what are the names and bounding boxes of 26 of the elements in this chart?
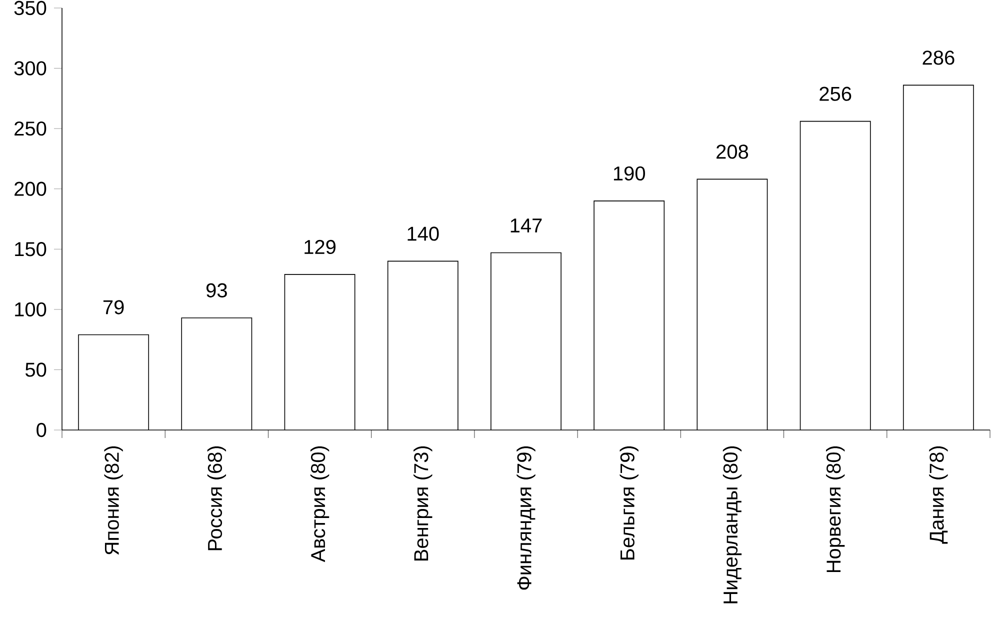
y-tick-label: 0 <box>36 422 46 438</box>
data-label: 93 <box>206 283 227 298</box>
data-label: 256 <box>820 86 852 101</box>
data-label: 286 <box>922 50 954 65</box>
x-tick-label: Норвегия (80) <box>826 446 845 572</box>
x-tick-label: Япония (82) <box>104 446 123 555</box>
y-tick-label: 100 <box>15 302 46 316</box>
x-tick-label: Венгрия (73) <box>414 446 432 560</box>
data-label: 190 <box>614 166 646 181</box>
x-tick-label: Нидерланды (80) <box>722 446 742 604</box>
data-label: 140 <box>408 226 439 241</box>
y-tick-label: 150 <box>15 242 46 256</box>
x-tick-label: Финляндия (79) <box>516 446 536 590</box>
y-tick-label: 50 <box>26 362 46 377</box>
data-label: 129 <box>304 240 336 254</box>
x-tick-label: Австрия (80) <box>310 446 330 562</box>
x-tick-label: Бельгия (79) <box>620 446 638 560</box>
x-tick-label: Дания (78) <box>929 446 948 544</box>
data-label: 147 <box>510 218 542 232</box>
y-tick-label: 300 <box>14 61 46 76</box>
data-label: 79 <box>103 300 124 314</box>
y-tick-label: 350 <box>14 0 46 16</box>
data-label: 208 <box>716 144 748 159</box>
x-tick-label: Россия (68) <box>207 446 226 550</box>
y-tick-label: 250 <box>14 121 46 136</box>
y-tick-label: 200 <box>14 182 46 196</box>
